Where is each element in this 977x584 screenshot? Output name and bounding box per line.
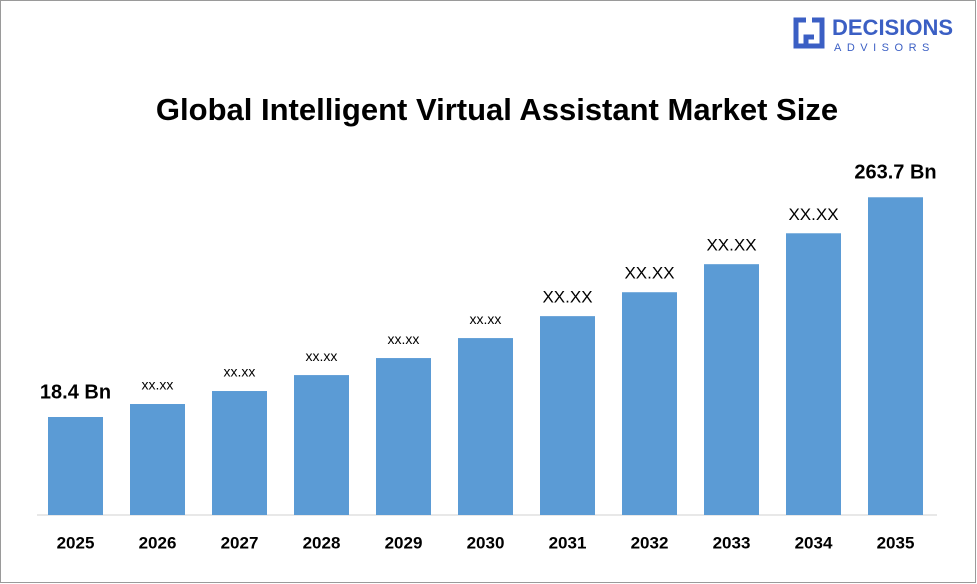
value-label: XX.XX [706,236,756,255]
x-tick-label: 2033 [713,533,751,552]
value-label: xx.xx [306,348,338,364]
value-label: XX.XX [788,205,838,224]
x-tick-label: 2025 [57,533,95,552]
value-label: 263.7 Bn [854,162,936,184]
x-tick-label: 2035 [877,533,915,552]
x-tick-label: 2030 [467,533,505,552]
value-label: xx.xx [388,331,420,347]
value-label: xx.xx [470,311,502,327]
logo-icon [793,17,825,49]
bar [540,316,595,515]
bar [458,338,513,515]
bar [786,233,841,515]
value-label: 18.4 Bn [40,381,111,403]
bar [48,417,103,515]
value-label: xx.xx [224,364,256,380]
logo-tagline: ADVISORS [834,42,935,54]
x-tick-label: 2026 [139,533,177,552]
value-label: XX.XX [542,288,592,307]
bar [130,404,185,515]
x-tick-label: 2029 [385,533,423,552]
x-tick-label: 2034 [795,533,833,552]
bar [622,292,677,515]
x-tick-label: 2032 [631,533,669,552]
bar [212,391,267,515]
bar [868,197,923,515]
bar [376,358,431,515]
x-tick-label: 2031 [549,533,587,552]
x-tick-label: 2028 [303,533,341,552]
bar [704,264,759,515]
value-label: XX.XX [624,264,674,283]
logo-name: DECISIONS [832,15,953,40]
value-label: xx.xx [142,377,174,393]
chart-title: Global Intelligent Virtual Assistant Mar… [156,92,838,127]
x-tick-label: 2027 [221,533,259,552]
bar [294,375,349,515]
